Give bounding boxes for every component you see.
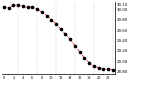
- Point: [74, 45, 76, 46]
- Point: [45, 15, 48, 16]
- Point: [22, 6, 24, 7]
- Point: [55, 23, 57, 25]
- Point: [102, 68, 105, 70]
- Point: [88, 62, 90, 63]
- Point: [112, 69, 114, 71]
- Point: [97, 67, 100, 68]
- Point: [31, 6, 34, 8]
- Point: [93, 66, 95, 67]
- Point: [78, 51, 81, 52]
- Point: [3, 6, 5, 8]
- Point: [83, 57, 86, 59]
- Point: [64, 34, 67, 35]
- Point: [36, 9, 38, 10]
- Point: [107, 69, 109, 70]
- Point: [69, 39, 72, 40]
- Point: [40, 11, 43, 13]
- Point: [50, 19, 53, 21]
- Point: [7, 7, 10, 9]
- Point: [60, 28, 62, 30]
- Point: [12, 5, 15, 6]
- Point: [17, 4, 20, 6]
- Point: [26, 7, 29, 8]
